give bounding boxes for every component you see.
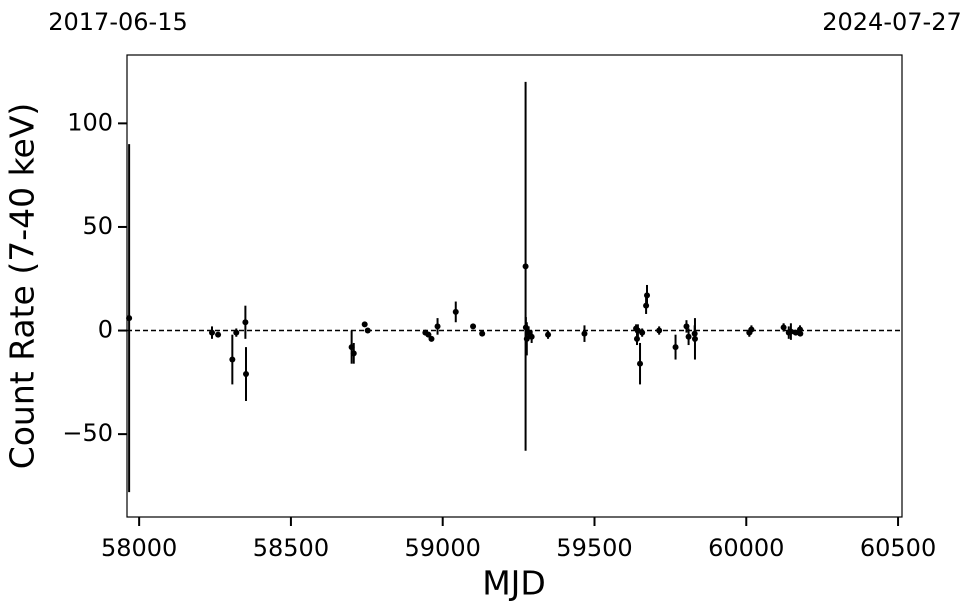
data-point [792,329,799,336]
data-point [581,330,588,337]
data-point [126,315,133,322]
x-axis-label: MJD [482,564,546,603]
x-tick-label: 59000 [405,534,481,562]
y-tick-label: −50 [62,419,113,447]
data-point [683,323,690,330]
start-date-label: 2017-06-15 [48,8,187,36]
data-point [787,328,794,335]
data-point [639,329,646,336]
data-point [656,327,663,334]
data-point [685,333,692,340]
data-point [545,331,552,338]
data-point [528,333,535,340]
data-point [633,335,640,342]
data-point [479,330,486,337]
data-point [644,292,651,299]
y-axis-label: Count Rate (7-40 keV) [3,103,42,470]
data-point [428,335,435,342]
data-point [470,323,477,330]
data-point [672,344,679,351]
data-point [208,329,215,336]
x-tick-label: 60000 [708,534,784,562]
x-tick-label: 59500 [556,534,632,562]
plot-frame [126,54,903,518]
data-point [229,356,236,363]
data-point [350,350,357,357]
y-tick-label: 100 [67,108,113,136]
end-date-label: 2024-07-27 [822,8,961,36]
data-point [797,330,804,337]
data-point [364,327,371,334]
data-point [525,329,532,336]
data-point [780,324,787,331]
y-tick-label: 0 [98,316,113,344]
data-point [425,331,432,338]
data-point [233,329,240,336]
data-point [748,326,755,333]
data-point [691,335,698,342]
data-point [637,360,644,367]
data-point [361,321,368,328]
data-point [434,323,441,330]
data-point [522,263,529,270]
x-tick-label: 60500 [860,534,936,562]
data-point [215,331,222,338]
data-point [452,308,459,315]
data-point [242,319,249,326]
x-tick-label: 58000 [101,534,177,562]
data-point [242,371,249,378]
x-tick-label: 58500 [253,534,329,562]
y-tick-label: 50 [82,212,113,240]
